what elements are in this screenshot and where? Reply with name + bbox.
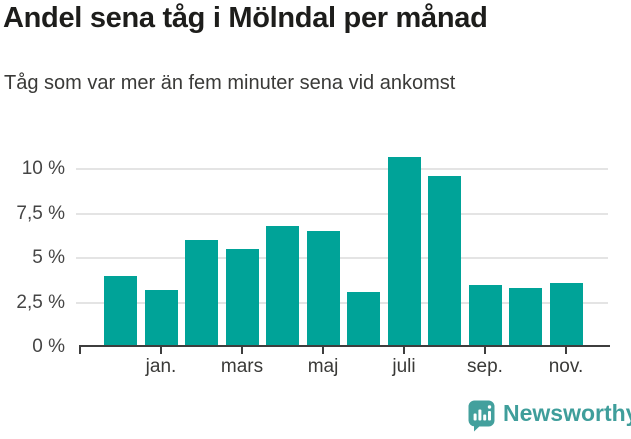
x-tick: [241, 347, 243, 354]
x-tick-label: juli: [392, 356, 416, 377]
y-tick-label: 0 %: [32, 336, 65, 357]
bar-feb.: [185, 240, 218, 347]
x-tick: [160, 347, 162, 354]
newsworthy-logo-text: Newsworthy: [503, 400, 631, 426]
bar-okt.: [509, 288, 542, 347]
x-tick-label: mars: [220, 356, 264, 377]
bar-apr.: [266, 226, 299, 347]
x-tick-label: jan.: [145, 356, 177, 377]
y-tick-label: 10 %: [21, 158, 65, 179]
x-tick-label: maj: [307, 356, 339, 377]
x-tick-label: sep.: [467, 356, 503, 377]
gridline: [76, 213, 608, 215]
bar-dec.: [104, 276, 137, 347]
bar-aug.: [428, 176, 461, 347]
bar-jan.: [145, 290, 178, 347]
x-tick: [484, 347, 486, 354]
chart-subtitle: Tåg som var mer än fem minuter sena vid …: [4, 72, 456, 94]
bar-jun.: [347, 292, 380, 347]
gridline: [76, 168, 608, 170]
bar-maj: [307, 231, 340, 347]
bar-sep.: [469, 285, 502, 347]
chart-title: Andel sena tåg i Mölndal per månad: [3, 2, 488, 34]
bar-nov.: [550, 283, 583, 347]
bar-mars: [226, 249, 259, 347]
x-tick: [322, 347, 324, 354]
gridline: [76, 257, 608, 259]
newsworthy-logo: Newsworthy: [468, 400, 631, 432]
x-tick: [565, 347, 567, 354]
bar-juli: [388, 157, 421, 347]
x-tick-label: nov.: [548, 356, 584, 377]
y-tick-label: 7,5 %: [16, 203, 65, 224]
x-axis-end-tick: [79, 347, 81, 354]
gridline: [76, 302, 608, 304]
newsworthy-chart-bubble-icon: [468, 400, 495, 432]
x-tick: [403, 347, 405, 354]
y-tick-label: 2,5 %: [16, 292, 65, 313]
y-tick-label: 5 %: [32, 247, 65, 268]
x-axis-line: [79, 345, 610, 347]
